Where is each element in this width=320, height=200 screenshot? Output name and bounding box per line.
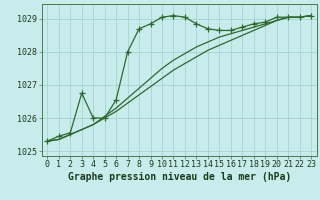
- X-axis label: Graphe pression niveau de la mer (hPa): Graphe pression niveau de la mer (hPa): [68, 172, 291, 182]
